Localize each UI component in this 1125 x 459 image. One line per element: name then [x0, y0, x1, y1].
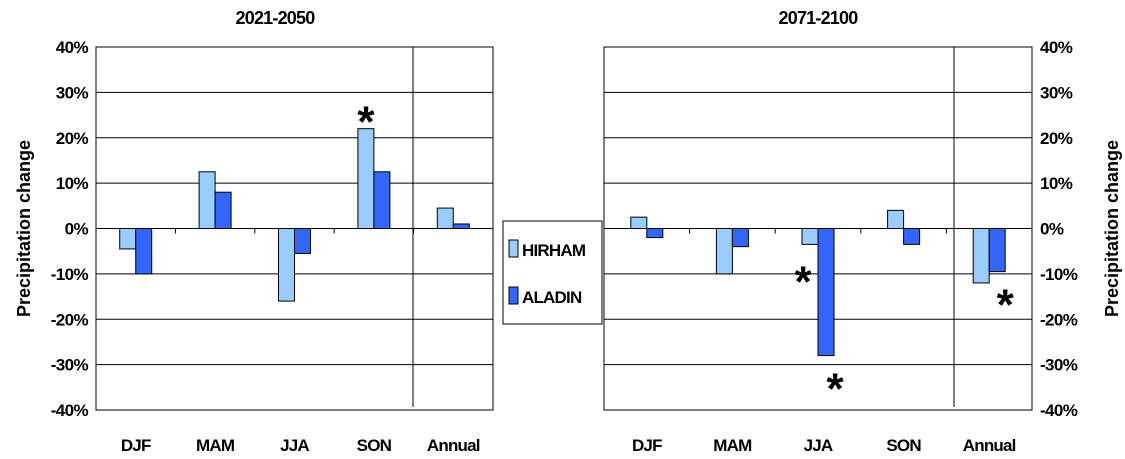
bar-aladin-annual: [988, 228, 1006, 273]
bar-aladin-mam: [214, 191, 232, 229]
y-tick-label: 40%: [1040, 38, 1073, 57]
bar-aladin-son: [373, 171, 391, 229]
y-tick-label: -40%: [1040, 401, 1078, 420]
x-tick-label-jja: JJA: [280, 436, 309, 455]
bar-hirham-son: [887, 209, 905, 230]
y-tick-label: 20%: [1040, 129, 1073, 148]
significance-marker: *: [794, 257, 812, 306]
legend-box: [502, 220, 603, 325]
bar-aladin-djf: [135, 228, 153, 275]
legend-swatch-hirham: [508, 239, 519, 258]
y-tick-label: 0%: [65, 220, 89, 239]
bar-hirham-djf: [630, 216, 648, 229]
x-tick-label-djf: DJF: [121, 436, 151, 455]
legend-swatch-aladin: [508, 286, 519, 305]
y-tick-label: 0%: [1040, 220, 1064, 239]
bar-hirham-jja: [801, 228, 819, 245]
y-tick-label: -10%: [51, 265, 89, 284]
y-tick-label: 10%: [56, 174, 89, 193]
y-tick-label: 30%: [1040, 83, 1073, 102]
x-tick-label-annual: Annual: [963, 436, 1016, 455]
x-tick-label-son: SON: [886, 436, 921, 455]
chart-title: 2071-2100: [779, 8, 859, 28]
legend-label-aladin: ALADIN: [522, 288, 582, 307]
bar-aladin-jja: [294, 228, 311, 254]
bar-hirham-annual: [972, 228, 990, 284]
y-tick-label: -40%: [51, 401, 89, 420]
chart-panel-2071-2100: -40% -30% -20% -10% 0% 10% 20% 30% 40% DJF MAM JJA S…: [603, 8, 1122, 455]
legend-label-hirham: HIRHAM: [522, 241, 586, 260]
y-tick-label: 40%: [56, 38, 89, 57]
bar-hirham-mam: [198, 171, 216, 229]
bar-hirham-annual: [436, 207, 454, 230]
bar-hirham-mam: [715, 228, 733, 275]
bar-aladin-son: [903, 228, 921, 245]
y-axis-label: Precipitation change: [1102, 140, 1122, 317]
significance-marker: *: [826, 365, 844, 414]
y-tick-label: 10%: [1040, 174, 1073, 193]
bar-aladin-djf: [646, 228, 664, 239]
x-tick-label-annual: Annual: [427, 436, 480, 455]
chart-title: 2021-2050: [236, 8, 316, 28]
significance-marker: *: [357, 98, 375, 147]
y-tick-label: -20%: [51, 310, 89, 329]
bar-aladin-jja: [817, 228, 835, 357]
legend: HIRHAM ALADIN: [502, 220, 603, 325]
x-tick-label-mam: MAM: [713, 436, 752, 455]
x-tick-label-mam: MAM: [196, 436, 235, 455]
bar-aladin-mam: [731, 228, 749, 248]
x-tick-label-son: SON: [357, 436, 392, 455]
y-axis-label: Precipitation change: [14, 140, 34, 317]
y-tick-label: -20%: [1040, 310, 1078, 329]
x-tick-label-jja: JJA: [804, 436, 833, 455]
y-tick-label: 20%: [56, 129, 89, 148]
y-tick-label: -30%: [1040, 356, 1078, 375]
x-tick-label-djf: DJF: [632, 436, 662, 455]
chart-panel-2021-2050: -40% -30% -20% -10% 0% 10% 20% 30% 40% DJF MAM JJA S…: [14, 8, 494, 455]
y-tick-label: 30%: [56, 83, 89, 102]
significance-marker: *: [997, 281, 1015, 330]
bar-aladin-annual: [452, 223, 470, 229]
y-tick-label: -30%: [51, 356, 89, 375]
bar-hirham-djf: [119, 228, 137, 250]
bar-hirham-jja: [278, 228, 295, 302]
y-tick-label: -10%: [1040, 265, 1078, 284]
